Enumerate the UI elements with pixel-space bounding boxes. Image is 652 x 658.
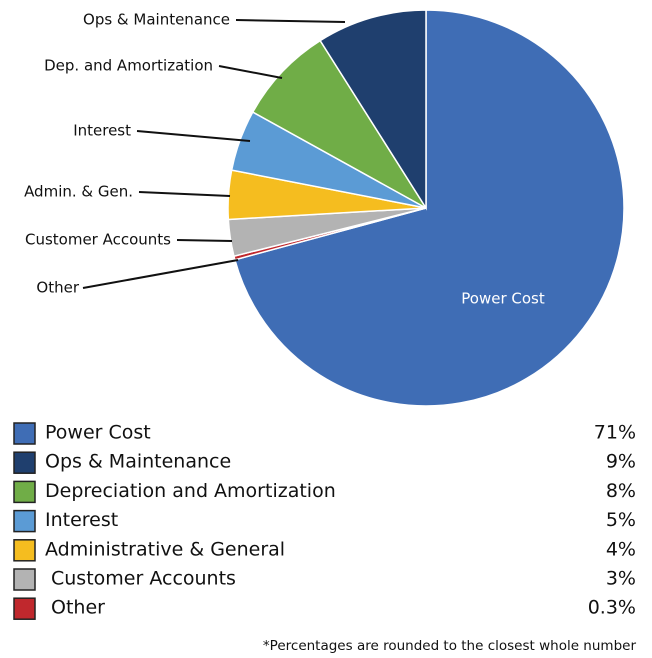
slice-label: Customer Accounts [25, 231, 171, 249]
value-label: 71% [594, 422, 636, 444]
pie [227, 9, 625, 407]
slice-label: Interest [73, 122, 131, 140]
leader-line [218, 65, 283, 79]
leader-line [176, 239, 233, 242]
pie-slice [251, 39, 427, 209]
footnote: *Percentages are rounded to the closest … [263, 638, 637, 654]
slice-label: Power Cost [461, 290, 545, 308]
legend-swatch [13, 451, 36, 474]
legend-label: Other [51, 597, 105, 619]
legend-swatch [13, 568, 36, 591]
pie-slice [233, 9, 625, 407]
slice-label: Other [36, 279, 79, 297]
slice-label: Dep. and Amortization [44, 57, 213, 75]
value-label: 9% [606, 451, 636, 473]
value-label: 8% [606, 480, 636, 502]
legend-label: Customer Accounts [51, 568, 236, 590]
slice-label: Admin. & Gen. [24, 183, 133, 201]
legend-swatch [13, 539, 36, 562]
value-label: 4% [606, 538, 636, 560]
legend-swatch [13, 509, 36, 533]
legend-label: Administrative & General [45, 538, 285, 560]
pie-slice [319, 9, 427, 211]
legend: Power Cost 71% Ops & Maintenance 9% Deprecia… [13, 422, 636, 620]
leader-line [138, 191, 231, 197]
legend-label: Power Cost [45, 422, 151, 444]
leader-line [235, 19, 346, 23]
legend-swatch [13, 597, 36, 620]
leader-line [136, 130, 251, 142]
legend-label: Depreciation and Amortization [45, 480, 336, 502]
value-label: 0.3% [588, 597, 636, 619]
leader-line [82, 259, 239, 289]
legend-label: Interest [45, 509, 118, 531]
value-label: 3% [606, 568, 636, 590]
legend-label: Ops & Maintenance [45, 451, 231, 473]
legend-swatch [13, 480, 36, 504]
legend-swatch [13, 422, 36, 445]
value-label: 5% [606, 509, 636, 531]
callouts: Power Cost Ops & Maintenance Dep. and Amor… [24, 11, 545, 308]
slice-label: Ops & Maintenance [83, 11, 230, 29]
